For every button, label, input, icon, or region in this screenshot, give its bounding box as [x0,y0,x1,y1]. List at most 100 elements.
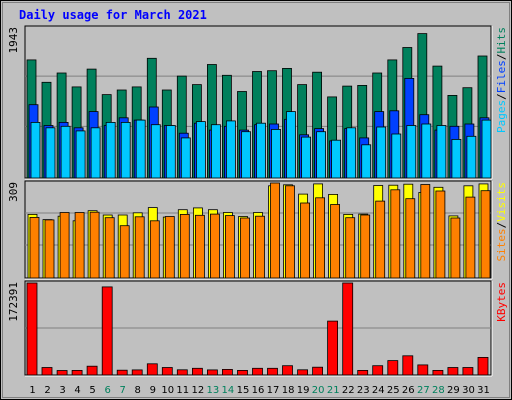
bar-sites-day-3 [59,212,70,279]
bar-sites-day-11 [179,213,190,279]
bar-pages-day-26 [406,125,417,179]
bar-kbytes-day-27 [417,364,429,376]
bar-kbytes-day-7 [116,369,128,376]
legend-entry: KBytes [495,282,508,322]
bar-sites-day-15 [240,217,250,279]
day-label: 16 [252,385,265,396]
day-label: 2 [44,385,50,396]
day-label: 25 [387,385,400,396]
bar-pages-day-20 [316,131,327,179]
day-label: 1 [29,385,35,396]
bar-kbytes-day-9 [146,363,158,376]
bar-kbytes-day-3 [56,370,68,376]
bar-sites-day-25 [390,189,401,279]
day-label: 15 [237,385,250,396]
bar-pages-day-18 [286,111,296,179]
bar-pages-day-13 [210,124,221,179]
legend: KBytes [495,282,508,322]
bar-pages-day-11 [180,137,191,179]
bar-kbytes-day-21 [327,320,339,376]
bar-sites-day-30 [465,196,476,279]
bar-kbytes-day-5 [86,365,98,376]
bar-sites-day-4 [74,212,85,279]
day-label: 23 [357,385,370,396]
bar-pages-day-22 [346,127,357,179]
day-label: 21 [327,385,340,396]
bar-pages-day-30 [466,135,477,179]
bar-sites-day-31 [480,190,491,279]
bar-sites-day-28 [435,190,446,279]
legend-entry: Files [495,60,508,93]
day-label: 4 [74,385,80,396]
bar-pages-day-31 [481,119,492,179]
bar-kbytes-day-23 [357,369,369,376]
bar-sites-day-14 [224,215,235,279]
bar-kbytes-day-28 [432,369,444,376]
bar-kbytes-day-8 [131,369,143,376]
bar-sites-day-17 [270,182,280,279]
day-label: 11 [176,385,189,396]
day-label: 10 [161,385,174,396]
day-label: 12 [192,385,205,396]
bar-pages-day-29 [451,138,462,179]
day-label: 14 [222,385,235,396]
bar-kbytes-day-15 [237,369,248,376]
bar-sites-day-1 [29,216,40,279]
day-label: 29 [447,385,460,396]
bar-kbytes-day-2 [41,367,53,376]
bar-pages-day-1 [30,122,41,179]
bar-kbytes-day-29 [447,367,459,376]
bar-pages-day-17 [271,128,281,179]
day-label: 20 [312,385,325,396]
bar-sites-day-23 [360,214,371,279]
day-label: 13 [207,385,220,396]
day-label: 6 [105,385,111,396]
bar-kbytes-day-22 [342,282,354,376]
day-axis-labels: 1 2 3 4 5 6 7 8 9 10 11 12 13 14 15 16 17 18 19 20 21 22 23 24 2… [29,385,490,396]
max-value-label: 1943 [7,27,20,54]
bar-kbytes-day-6 [101,286,113,376]
legend: Pages/Files/Hits [495,27,508,133]
bar-kbytes-day-25 [387,360,399,376]
chart-title: Daily usage for March 2021 [19,8,207,22]
bar-pages-day-23 [361,144,372,179]
bar-sites-day-12 [194,214,205,279]
hits-files-pages-panel: 1943 Pages/Files/Hits [7,25,508,180]
legend-entry: Visits [495,182,508,222]
legend-entry: / [495,93,508,100]
bar-sites-day-26 [405,198,416,279]
kbytes-panel: 172391 KBytes [7,280,508,377]
day-label: 3 [59,385,65,396]
bar-sites-day-2 [44,219,55,279]
bar-kbytes-day-31 [477,356,489,376]
bar-sites-day-29 [450,217,461,279]
bar-pages-day-24 [376,126,387,179]
day-label: 18 [282,385,295,396]
bar-kbytes-day-1 [26,282,38,376]
bar-pages-day-6 [105,122,116,179]
bar-kbytes-day-24 [372,365,384,376]
bar-kbytes-day-11 [176,369,188,376]
bar-pages-day-7 [120,122,131,179]
day-label: 22 [342,385,355,396]
bar-pages-day-5 [90,127,101,179]
bar-sites-day-27 [420,184,431,279]
day-label: 5 [89,385,95,396]
bar-sites-day-6 [104,217,115,279]
bar-pages-day-19 [301,136,312,179]
bar-kbytes-day-12 [191,367,203,376]
bar-pages-day-28 [436,125,447,179]
day-label: 31 [477,385,490,396]
bar-pages-day-10 [165,125,176,179]
bar-sites-day-24 [375,200,386,279]
bar-pages-day-14 [225,120,236,179]
max-value-label: 172391 [7,282,20,322]
day-label: 24 [372,385,385,396]
day-label: 7 [120,385,126,396]
day-label: 9 [150,385,156,396]
bar-kbytes-day-16 [252,367,263,376]
bar-pages-day-27 [421,123,432,179]
bar-pages-day-2 [45,127,56,179]
